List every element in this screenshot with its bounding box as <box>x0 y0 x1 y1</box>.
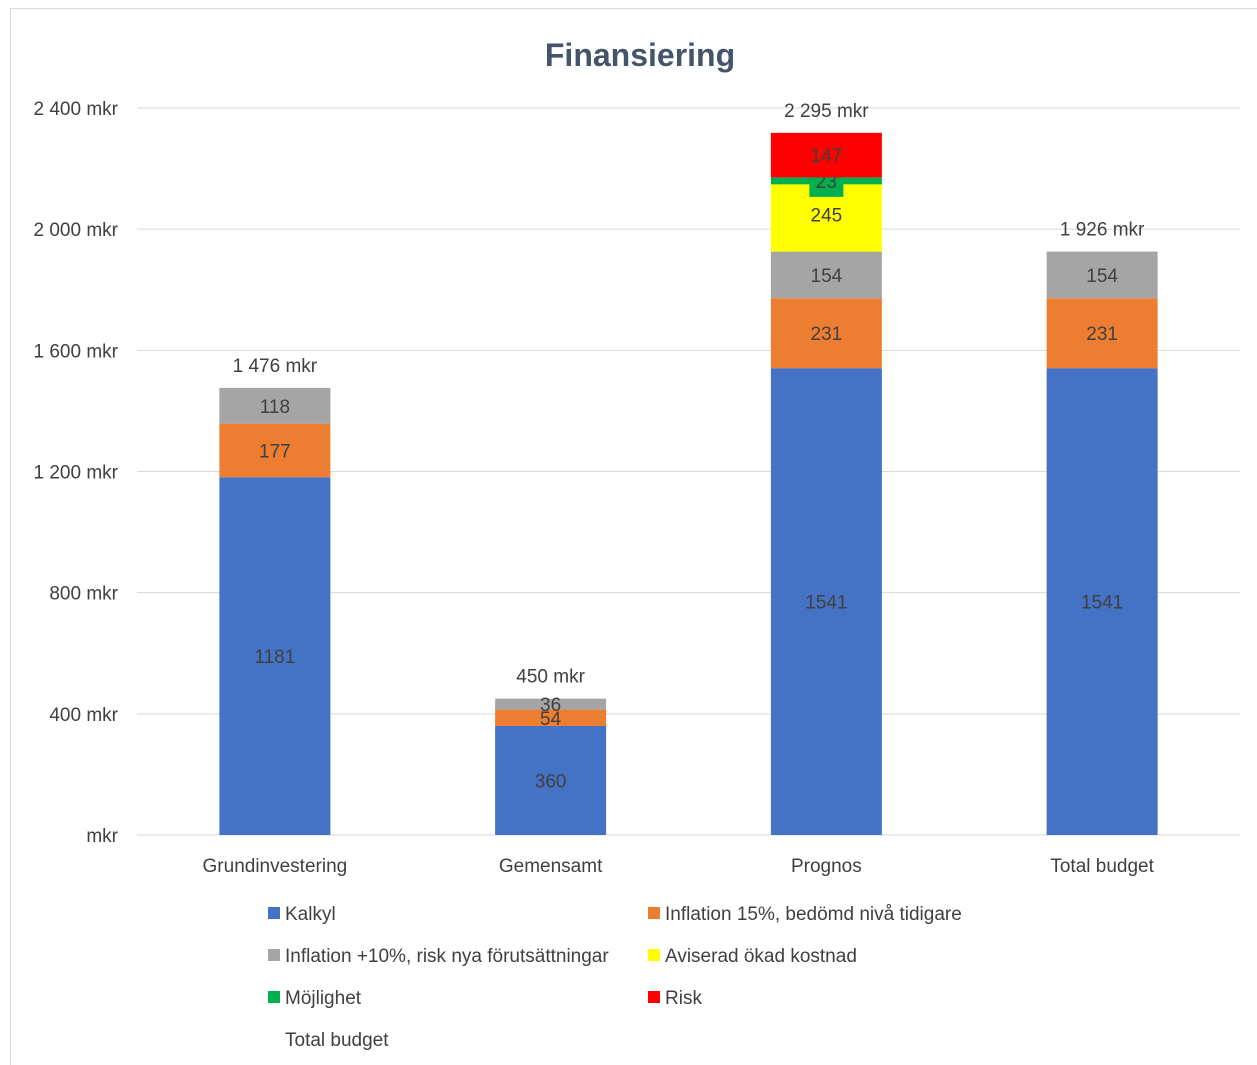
x-category-label: Total budget <box>1050 856 1154 877</box>
legend-swatch-inflation-15-bed-md-niv-tidigare <box>648 907 660 919</box>
bar-inflation-10-risk-nya-f-ruts-ttningar-prognos <box>770 251 882 299</box>
legend-label: Möjlighet <box>285 988 362 1009</box>
total-label: 1 926 mkr <box>1060 220 1145 241</box>
legend-swatch-kalkyl <box>268 907 280 919</box>
legend-label: Inflation 15%, bedömd nivå tidigare <box>665 904 962 925</box>
bar-inflation-10-risk-nya-f-ruts-ttningar-grundinvestering <box>219 387 331 424</box>
y-tick-label: 2 400 mkr <box>34 99 119 120</box>
bar-inflation-15-bed-md-niv-tidigare-prognos <box>770 298 882 369</box>
y-tick-label: 1 200 mkr <box>34 463 119 484</box>
legend-label: Kalkyl <box>285 904 336 925</box>
legend-swatch-risk <box>648 991 660 1003</box>
data-label: 54 <box>540 709 562 730</box>
bar-kalkyl-prognos <box>770 368 882 835</box>
y-tick-label: 2 000 mkr <box>34 220 119 241</box>
legend-label: Aviserad ökad kostnad <box>665 946 857 967</box>
bar-inflation-10-risk-nya-f-ruts-ttningar-total-budget <box>1046 251 1158 299</box>
y-tick-label: mkr <box>86 826 118 847</box>
data-label: 154 <box>1086 266 1118 287</box>
data-label: 1181 <box>254 647 295 668</box>
data-label: 245 <box>811 205 843 226</box>
y-tick-label: 1 600 mkr <box>34 341 119 362</box>
legend-swatch-m-jlighet <box>268 991 280 1003</box>
x-category-label: Grundinvestering <box>203 856 348 877</box>
bar-inflation-15-bed-md-niv-tidigare-grundinvestering <box>219 423 331 478</box>
bar-risk-prognos <box>770 132 882 178</box>
x-category-label: Gemensamt <box>499 856 603 877</box>
y-tick-label: 800 mkr <box>49 584 118 605</box>
bar-kalkyl-gemensamt <box>495 725 607 835</box>
y-tick-label: 400 mkr <box>49 705 118 726</box>
data-label: 118 <box>260 397 290 418</box>
bar-kalkyl-grundinvestering <box>219 477 331 835</box>
legend-label: Risk <box>665 988 702 1009</box>
total-label: 450 mkr <box>516 667 585 688</box>
data-label: 36 <box>540 695 561 716</box>
bar-inflation-10-risk-nya-f-ruts-ttningar-gemensamt <box>495 698 607 710</box>
legend-label: Inflation +10%, risk nya förutsättningar <box>285 946 609 967</box>
x-category-label: Prognos <box>791 856 862 877</box>
data-label: 360 <box>535 771 567 792</box>
bar-inflation-15-bed-md-niv-tidigare-gemensamt <box>495 709 607 726</box>
data-label: 1541 <box>1081 593 1123 614</box>
total-label: 1 476 mkr <box>233 356 318 377</box>
bar-kalkyl-total-budget <box>1046 368 1158 835</box>
data-label: 147 <box>811 146 843 167</box>
total-label: 2 295 mkr <box>784 101 869 122</box>
bar-inflation-15-bed-md-niv-tidigare-total-budget <box>1046 298 1158 369</box>
legend-label: Total budget <box>285 1030 389 1051</box>
data-label: 154 <box>811 266 843 287</box>
legend-swatch-inflation-10-risk-nya-f-ruts-ttningar <box>268 949 280 961</box>
data-label: 1541 <box>805 593 847 614</box>
data-label: 177 <box>259 441 291 462</box>
data-label: 231 <box>1086 324 1118 345</box>
chart-title: Finansiering <box>545 37 735 73</box>
data-label: 231 <box>811 324 843 345</box>
legend-swatch-aviserad-kad-kostnad <box>648 949 660 961</box>
